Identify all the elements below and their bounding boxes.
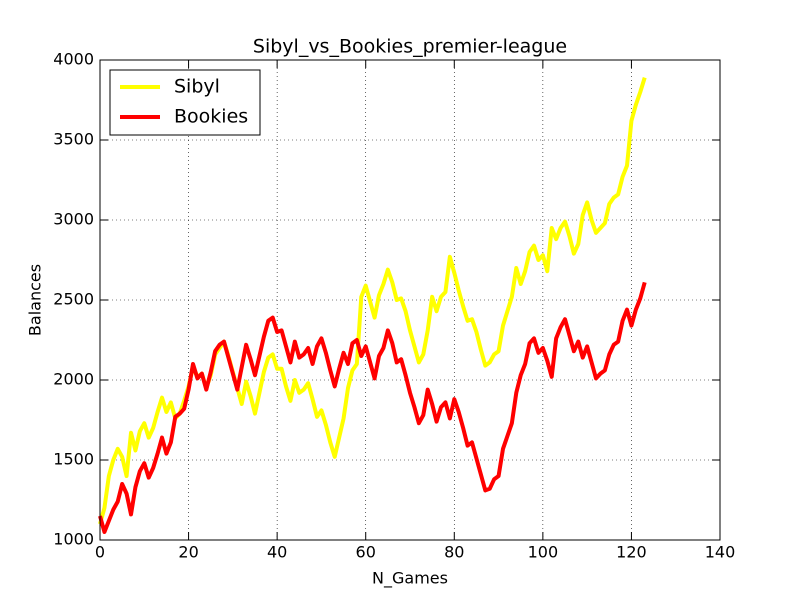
x-tick-label: 40 [267, 543, 287, 562]
x-axis-label: N_Games [372, 569, 448, 589]
x-tick-label: 60 [356, 543, 376, 562]
chart-title: Sibyl_vs_Bookies_premier-league [253, 36, 567, 58]
y-tick-label: 1500 [53, 450, 94, 469]
y-axis-label: Balances [26, 264, 45, 336]
x-tick-label: 100 [528, 543, 559, 562]
x-tick-label: 20 [178, 543, 198, 562]
legend-label: Sibyl [174, 76, 220, 98]
x-tick-label: 120 [616, 543, 647, 562]
y-tick-label: 3000 [53, 210, 94, 229]
y-tick-label: 2500 [53, 290, 94, 309]
y-tick-label: 3500 [53, 130, 94, 149]
x-tick-label: 140 [705, 543, 736, 562]
y-tick-label: 2000 [53, 370, 94, 389]
x-tick-label: 80 [444, 543, 464, 562]
legend-box [109, 69, 261, 136]
y-tick-label: 4000 [53, 50, 94, 69]
plot-frame [99, 59, 721, 541]
x-tick-label: 0 [95, 543, 105, 562]
y-tick-label: 1000 [53, 530, 94, 549]
legend-label: Bookies [174, 106, 248, 128]
line [98, 281, 647, 534]
